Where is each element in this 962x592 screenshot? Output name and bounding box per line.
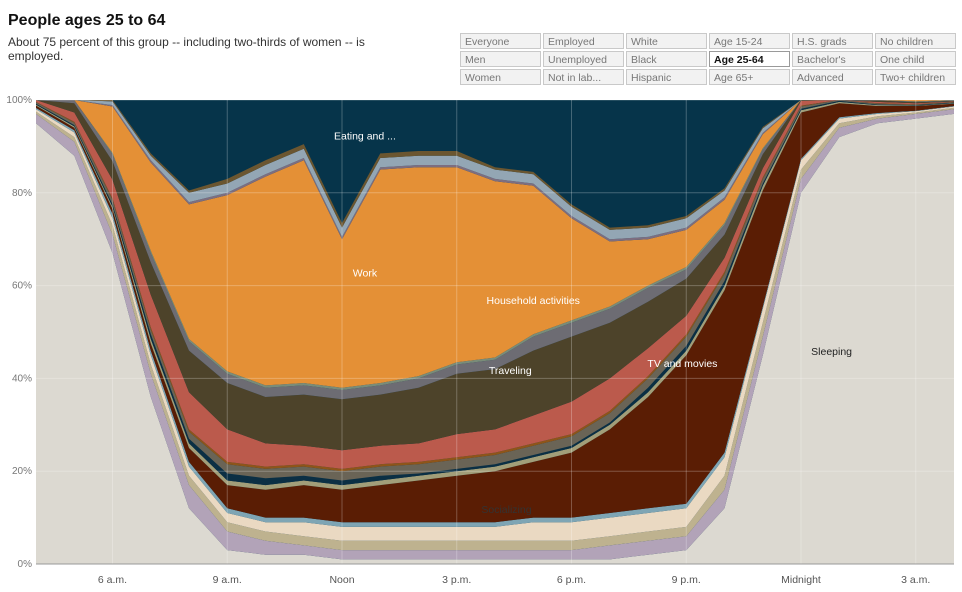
area-tv-and-movies[interactable] bbox=[36, 103, 954, 523]
y-tick-label: 100% bbox=[6, 95, 32, 106]
x-tick-label: 9 a.m. bbox=[213, 574, 242, 586]
area-sleeping[interactable] bbox=[36, 113, 954, 565]
series-label: Household activities bbox=[487, 295, 580, 307]
filter-bachelor-s[interactable]: Bachelor's bbox=[792, 51, 873, 67]
filter-age-15-24[interactable]: Age 15-24 bbox=[709, 33, 790, 49]
series-label: Sleeping bbox=[811, 346, 852, 358]
series-label: Traveling bbox=[489, 365, 532, 377]
filter-no-children[interactable]: No children bbox=[875, 33, 956, 49]
x-tick-label: 3 p.m. bbox=[442, 574, 471, 586]
area-household-activities[interactable] bbox=[36, 100, 954, 451]
filter-women[interactable]: Women bbox=[460, 69, 541, 85]
series-label: Work bbox=[353, 267, 378, 279]
chart-title: People ages 25 to 64 bbox=[8, 12, 166, 29]
filter-grid: Everyone Employed White Age 15-24 H.S. grads… bbox=[460, 33, 956, 85]
y-axis: 0% 20% 40% 60% 80% 100% bbox=[6, 95, 32, 570]
y-tick-label: 40% bbox=[12, 373, 32, 384]
x-tick-label: Midnight bbox=[781, 574, 821, 586]
x-tick-label: 6 p.m. bbox=[557, 574, 586, 586]
y-tick-label: 60% bbox=[12, 281, 32, 292]
chart-subtitle: About 75 percent of this group -- includ… bbox=[8, 35, 365, 63]
area-work[interactable] bbox=[36, 100, 954, 388]
series-label: Socializing bbox=[481, 504, 531, 516]
filter-employed[interactable]: Employed bbox=[543, 33, 624, 49]
filter-hispanic[interactable]: Hispanic bbox=[626, 69, 707, 85]
x-tick-label: 3 a.m. bbox=[901, 574, 930, 586]
filter-h-s-grads[interactable]: H.S. grads bbox=[792, 33, 873, 49]
y-tick-label: 80% bbox=[12, 188, 32, 199]
filter-two-children[interactable]: Two+ children bbox=[875, 69, 956, 85]
filter-one-child[interactable]: One child bbox=[875, 51, 956, 67]
filter-everyone[interactable]: Everyone bbox=[460, 33, 541, 49]
series-label: TV and movies bbox=[647, 358, 717, 370]
filter-advanced[interactable]: Advanced bbox=[792, 69, 873, 85]
x-tick-label: 6 a.m. bbox=[98, 574, 127, 586]
filter-white[interactable]: White bbox=[626, 33, 707, 49]
series-labels: Eating and ... Work Household activities Tr… bbox=[334, 130, 852, 516]
filter-not-in-lab[interactable]: Not in lab... bbox=[543, 69, 624, 85]
filter-black[interactable]: Black bbox=[626, 51, 707, 67]
x-tick-label: 9 p.m. bbox=[672, 574, 701, 586]
series-label: Eating and ... bbox=[334, 130, 396, 142]
x-axis: 6 a.m. 9 a.m. Noon 3 p.m. 6 p.m. 9 p.m. Midnig… bbox=[98, 574, 930, 586]
y-tick-label: 20% bbox=[12, 466, 32, 477]
filter-men[interactable]: Men bbox=[460, 51, 541, 67]
filter-age-65[interactable]: Age 65+ bbox=[709, 69, 790, 85]
area-layers bbox=[36, 100, 954, 565]
gridlines bbox=[36, 99, 954, 565]
y-tick-label: 0% bbox=[18, 559, 33, 570]
filter-age-25-64[interactable]: Age 25-64 bbox=[709, 51, 790, 67]
x-tick-label: Noon bbox=[329, 574, 354, 586]
filter-unemployed[interactable]: Unemployed bbox=[543, 51, 624, 67]
